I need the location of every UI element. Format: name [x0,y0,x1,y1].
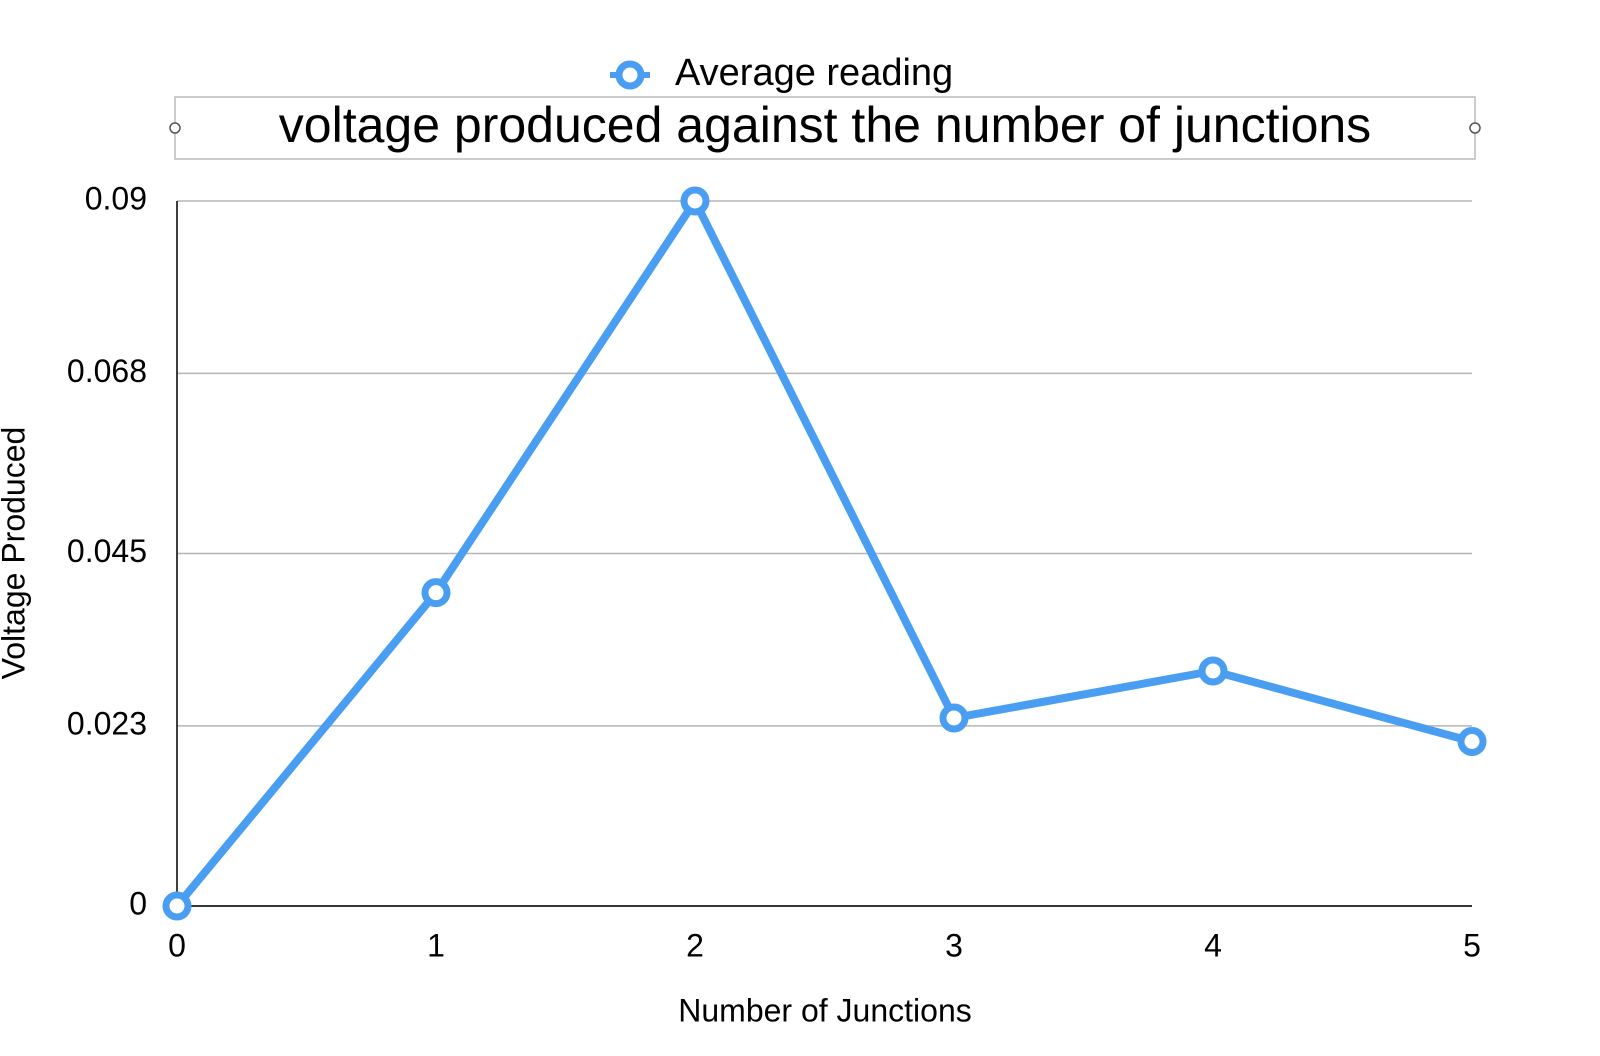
legend-marker [615,60,645,90]
point [939,703,969,733]
title-handle [1469,122,1481,134]
y-tick-label: 0.09 [85,180,147,216]
x-tick-label: 4 [1204,927,1222,963]
point [421,578,451,608]
point [680,186,710,216]
y-axis-label: Voltage Produced [0,427,31,680]
chart-title: voltage produced against the number of j… [279,97,1371,153]
x-tick-label: 3 [945,927,963,963]
y-tick-label: 0.023 [67,705,147,741]
x-tick-label: 2 [686,927,704,963]
y-tick-label: 0.045 [67,533,147,569]
legend-label: Average reading [675,52,953,94]
series-line [173,197,1474,909]
point [162,891,192,921]
y-tick-label: 0 [129,885,147,921]
title-handle [169,122,181,134]
x-tick-label: 0 [168,927,186,963]
point [1198,656,1228,686]
x-axis-label: Number of Junctions [678,992,971,1028]
point [1457,727,1487,756]
x-tick-label: 1 [427,927,445,963]
y-tick-label: 0.068 [67,353,147,389]
x-tick-label: 5 [1463,927,1481,963]
